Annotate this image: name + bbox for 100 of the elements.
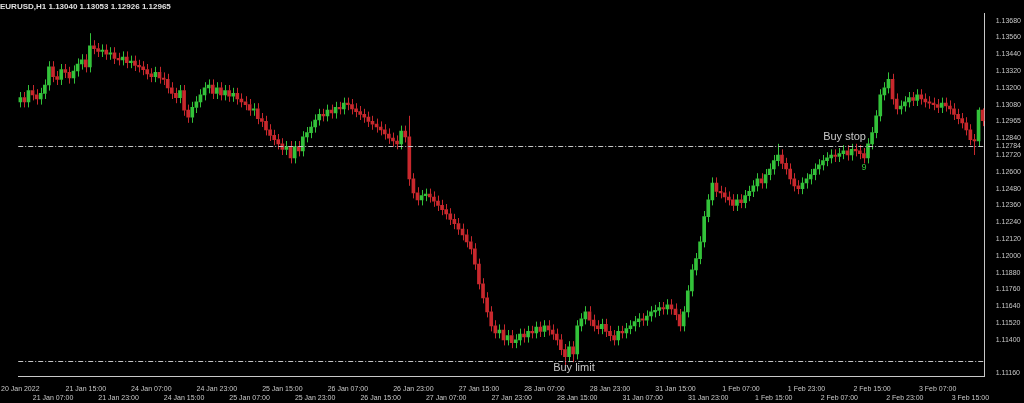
candlestick — [448, 207, 453, 226]
candlestick — [821, 154, 825, 171]
candlestick — [923, 92, 928, 108]
chart-title: EURUSD,H1 1.13040 1.13053 1.12926 1.12965 — [0, 2, 172, 11]
candlestick — [309, 120, 313, 139]
candlestick — [215, 81, 219, 100]
candlestick — [665, 298, 670, 316]
candlestick — [735, 193, 739, 212]
candlestick — [88, 32, 92, 73]
candlestick — [440, 199, 444, 216]
ref-line-label: Buy stop — [823, 130, 866, 143]
candlestick — [509, 329, 514, 349]
candlestick — [530, 325, 534, 339]
candlestick — [341, 97, 346, 115]
candlestick — [559, 333, 563, 356]
candlestick — [251, 102, 256, 117]
candlestick — [812, 162, 817, 181]
candlestick — [276, 133, 281, 150]
candlestick — [395, 134, 399, 150]
candlestick — [321, 108, 326, 122]
candlestick — [907, 91, 911, 108]
candlestick — [165, 73, 170, 94]
candlestick — [296, 140, 301, 157]
candlestick — [612, 329, 616, 346]
candlestick — [825, 151, 829, 167]
candlestick — [63, 63, 68, 79]
candlestick — [526, 325, 530, 344]
candlestick — [853, 143, 858, 157]
candlestick — [518, 328, 522, 346]
candlestick — [38, 87, 43, 106]
candlestick — [739, 193, 743, 209]
candlestick — [640, 312, 645, 327]
candlestick — [554, 328, 559, 346]
candlestick — [124, 50, 129, 69]
candlestick — [432, 190, 436, 208]
candlestick — [133, 55, 137, 72]
candlestick — [190, 101, 195, 124]
candlestick — [731, 193, 735, 212]
candlestick — [145, 63, 150, 80]
candlestick — [137, 59, 141, 73]
candlestick — [235, 87, 240, 106]
candlestick — [129, 55, 133, 69]
candlestick — [444, 203, 448, 220]
candlestick — [616, 325, 620, 346]
candlestick — [354, 102, 358, 118]
candlestick — [939, 97, 944, 114]
candlestick — [141, 60, 145, 76]
candlestick — [522, 328, 526, 344]
candlestick — [915, 88, 919, 107]
candlestick — [231, 87, 236, 103]
candlestick — [948, 99, 952, 115]
candlestick — [857, 144, 862, 160]
candlestick — [391, 132, 395, 148]
candlestick — [952, 102, 956, 121]
ref-line-label: Buy limit — [553, 361, 595, 374]
candlestick — [337, 101, 342, 115]
candlestick — [829, 148, 833, 164]
candlestick — [960, 112, 964, 129]
candlestick — [387, 127, 391, 145]
candlestick — [223, 84, 227, 101]
candlestick — [264, 115, 268, 136]
candlestick — [862, 147, 866, 164]
candlestick — [653, 304, 657, 318]
candlestick — [96, 42, 100, 58]
candlestick — [301, 130, 305, 157]
candlestick — [903, 95, 907, 113]
candlestick — [534, 321, 539, 339]
candlestick — [210, 78, 215, 100]
candlestick — [350, 98, 354, 115]
candlestick — [219, 81, 223, 101]
candlestick — [649, 305, 653, 323]
candlestick — [362, 108, 367, 124]
candlestick — [599, 318, 604, 335]
candlestick — [604, 318, 608, 338]
candlestick — [837, 147, 842, 163]
candlestick — [726, 190, 731, 206]
candlestick — [427, 188, 432, 204]
candlestick — [423, 188, 428, 202]
candlestick — [51, 60, 55, 83]
candlestick — [788, 162, 792, 185]
candlestick — [771, 154, 776, 176]
candlestick — [313, 113, 317, 134]
candlestick — [898, 99, 903, 115]
candlestick — [964, 116, 969, 136]
candlestick — [595, 319, 600, 335]
candlestick — [255, 102, 260, 125]
candlestick — [645, 309, 649, 327]
candlestick — [513, 333, 518, 349]
candlestick — [575, 319, 580, 360]
candlestick — [59, 63, 64, 86]
candlestick — [751, 179, 756, 198]
candlestick — [149, 67, 154, 83]
candlestick — [227, 84, 231, 103]
candlestick — [346, 97, 350, 111]
candlestick — [911, 91, 915, 107]
candlestick — [657, 301, 661, 317]
candlestick — [943, 97, 948, 113]
candlestick — [382, 123, 387, 141]
candlestick — [780, 148, 784, 170]
candlestick — [358, 105, 362, 121]
